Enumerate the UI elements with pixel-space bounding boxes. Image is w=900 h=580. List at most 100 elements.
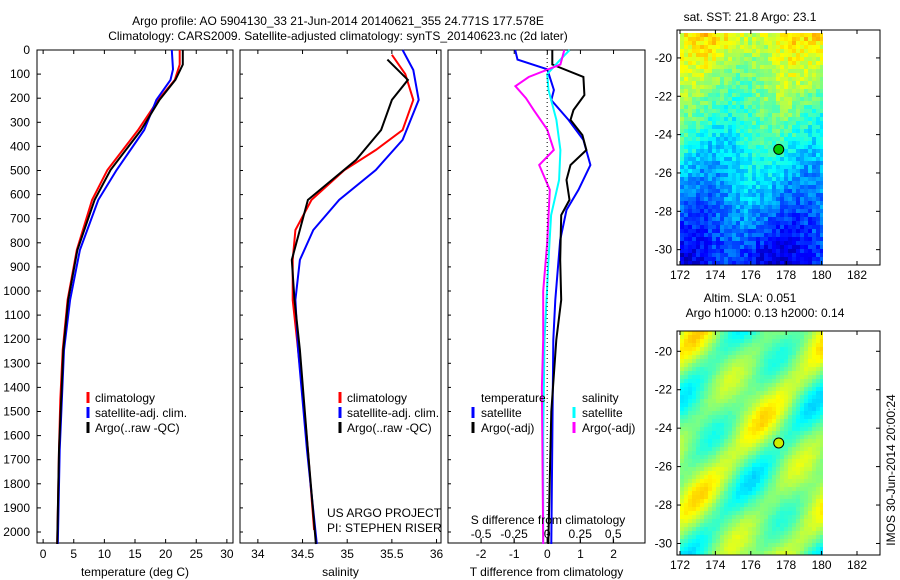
x-tick-label: 35 bbox=[341, 547, 355, 561]
y-tick-label: 1600 bbox=[3, 429, 30, 443]
panel-1-frame bbox=[36, 49, 234, 544]
sla-map-title-2: Argo h1000: 0.13 h2000: 0.14 bbox=[686, 306, 845, 320]
map-lat-label: -30 bbox=[655, 536, 673, 550]
s-tick-label: 0.5 bbox=[605, 527, 622, 541]
legend-label: Argo(..raw -QC) bbox=[347, 421, 432, 435]
argo-float-marker bbox=[773, 437, 785, 449]
x-tick-label: 10 bbox=[98, 547, 112, 561]
x-tick-label: 5 bbox=[70, 547, 77, 561]
y-tick-label: 800 bbox=[10, 236, 30, 250]
y-tick-label: 1000 bbox=[3, 284, 30, 298]
map-lat-label: -28 bbox=[655, 498, 673, 512]
legend-label: climatology bbox=[347, 391, 407, 405]
argo-float-marker bbox=[773, 143, 785, 155]
title-line-2: Climatology: CARS2009. Satellite-adjuste… bbox=[108, 29, 568, 43]
x-tick-label: 1 bbox=[577, 547, 584, 561]
series-line-satellite-adj-clim- bbox=[294, 49, 420, 545]
sst-map-image bbox=[680, 33, 823, 265]
y-tick-label: 1400 bbox=[3, 380, 30, 394]
map-lon-label: 178 bbox=[776, 268, 796, 282]
map-lat-label: -24 bbox=[655, 421, 673, 435]
map-lon-label: 180 bbox=[812, 558, 832, 572]
x-tick-label: 36 bbox=[430, 547, 444, 561]
legend-label: satellite bbox=[481, 406, 522, 420]
s-axis-label: S difference from climatology bbox=[471, 513, 626, 527]
map-lat-label: -22 bbox=[655, 89, 673, 103]
x-tick-label: 2 bbox=[610, 547, 617, 561]
map-lat-label: -30 bbox=[655, 243, 673, 257]
y-tick-label: 300 bbox=[10, 115, 30, 129]
series-line-climatology bbox=[291, 54, 415, 531]
map-lat-label: -28 bbox=[655, 204, 673, 218]
sst-map-title: sat. SST: 21.8 Argo: 23.1 bbox=[684, 10, 817, 24]
map-lon-label: 180 bbox=[812, 268, 832, 282]
x-axis-label: temperature (deg C) bbox=[81, 565, 189, 579]
x-tick-label: -2 bbox=[476, 547, 487, 561]
title-line-1: Argo profile: AO 5904130_33 21-Jun-2014 … bbox=[132, 14, 544, 28]
map-lat-label: -26 bbox=[655, 460, 673, 474]
map-lon-label: 176 bbox=[741, 268, 761, 282]
legend-label: satellite bbox=[582, 406, 623, 420]
y-tick-label: 0 bbox=[23, 43, 30, 57]
x-tick-label: 0 bbox=[544, 547, 551, 561]
map-lon-label: 172 bbox=[670, 558, 690, 572]
map-lon-label: 172 bbox=[670, 268, 690, 282]
series-line-s-argo-adj- bbox=[513, 49, 566, 545]
map-lat-label: -20 bbox=[655, 51, 673, 65]
project-label: US ARGO PROJECT bbox=[327, 506, 442, 520]
y-tick-label: 900 bbox=[10, 260, 30, 274]
x-tick-label: 35.5 bbox=[380, 547, 404, 561]
x-tick-label: 15 bbox=[128, 547, 142, 561]
series-line-s-satellite bbox=[542, 49, 571, 544]
x-tick-label: -1 bbox=[509, 547, 520, 561]
panel-3-frame bbox=[447, 49, 646, 544]
map-lat-label: -22 bbox=[655, 383, 673, 397]
map-1-frame bbox=[676, 29, 881, 266]
legend-label: Argo(-adj) bbox=[582, 421, 635, 435]
pi-label: PI: STEPHEN RISER bbox=[327, 521, 442, 535]
map-lon-label: 182 bbox=[847, 268, 867, 282]
x-tick-label: 0 bbox=[40, 547, 47, 561]
y-tick-label: 1300 bbox=[3, 356, 30, 370]
series-line-satellite-adj-clim- bbox=[56, 49, 175, 545]
x-axis-label: T difference from climatology bbox=[470, 565, 624, 579]
series-line-climatology bbox=[56, 50, 181, 545]
side-timestamp-label: IMOS 30-Jun-2014 20:00:24 bbox=[884, 394, 898, 546]
map-lon-label: 178 bbox=[776, 558, 796, 572]
legend-label: Argo(-adj) bbox=[481, 421, 534, 435]
legend-label: climatology bbox=[95, 391, 155, 405]
legend-label: Argo(..raw -QC) bbox=[95, 421, 180, 435]
y-tick-label: 400 bbox=[10, 139, 30, 153]
series-line-t-argo-adj- bbox=[547, 50, 588, 545]
y-tick-label: 100 bbox=[10, 67, 30, 81]
y-tick-label: 1500 bbox=[3, 405, 30, 419]
y-tick-label: 200 bbox=[10, 91, 30, 105]
series-line-argo-raw-qc- bbox=[290, 58, 410, 545]
s-tick-label: -0.25 bbox=[500, 527, 528, 541]
y-tick-label: 1700 bbox=[3, 453, 30, 467]
legend-label: satellite-adj. clim. bbox=[95, 406, 187, 420]
sla-map-title-1: Altim. SLA: 0.051 bbox=[704, 291, 797, 305]
y-tick-label: 500 bbox=[10, 164, 30, 178]
y-tick-label: 600 bbox=[10, 188, 30, 202]
x-tick-label: 34 bbox=[251, 547, 265, 561]
y-tick-label: 1800 bbox=[3, 477, 30, 491]
series-line-t-satellite bbox=[514, 49, 592, 545]
map-lat-label: -20 bbox=[655, 344, 673, 358]
y-tick-label: 1900 bbox=[3, 501, 30, 515]
map-lon-label: 182 bbox=[847, 558, 867, 572]
x-axis-label: salinity bbox=[322, 565, 359, 579]
s-tick-label: 0.25 bbox=[569, 527, 593, 541]
y-tick-label: 700 bbox=[10, 212, 30, 226]
sla-map-image bbox=[680, 331, 823, 555]
s-tick-label: 0 bbox=[544, 527, 551, 541]
legend-title-salinity: salinity bbox=[582, 391, 619, 405]
y-tick-label: 1100 bbox=[4, 308, 30, 322]
map-2-frame bbox=[676, 330, 881, 556]
map-lon-label: 174 bbox=[705, 558, 725, 572]
map-lat-label: -24 bbox=[655, 128, 673, 142]
s-tick-label: -0.5 bbox=[471, 527, 492, 541]
y-tick-label: 2000 bbox=[3, 525, 30, 539]
legend-title-temperature: temperature bbox=[481, 391, 546, 405]
